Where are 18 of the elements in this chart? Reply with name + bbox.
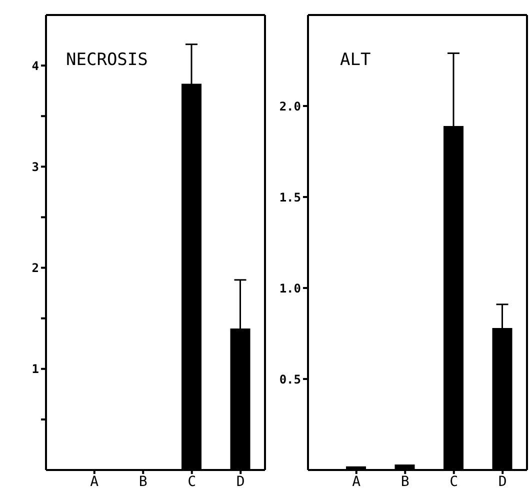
y-tick-label: 3 bbox=[32, 160, 39, 174]
y-tick-label: 4 bbox=[32, 58, 39, 73]
x-tick-label: C bbox=[450, 474, 458, 490]
text: NECROSIS bbox=[66, 50, 148, 70]
y-tick-label: 2 bbox=[32, 261, 39, 276]
text: ALT bbox=[340, 50, 371, 70]
y-tick-label: 1.5 bbox=[279, 190, 301, 204]
x-tick-label: C bbox=[188, 474, 196, 490]
x-tick-label: D bbox=[236, 474, 245, 490]
x-tick-label: D bbox=[498, 474, 507, 490]
y-tick-label: 0.5 bbox=[279, 372, 301, 386]
y-tick-label: 2.0 bbox=[279, 99, 301, 114]
y-tick-label: 1.0 bbox=[279, 281, 301, 296]
y-tick-label: 1 bbox=[32, 362, 39, 376]
x-tick-label: B bbox=[400, 474, 410, 490]
x-tick-label: A bbox=[90, 474, 100, 490]
x-tick-label: A bbox=[352, 474, 362, 490]
x-tick-label: B bbox=[138, 474, 148, 490]
